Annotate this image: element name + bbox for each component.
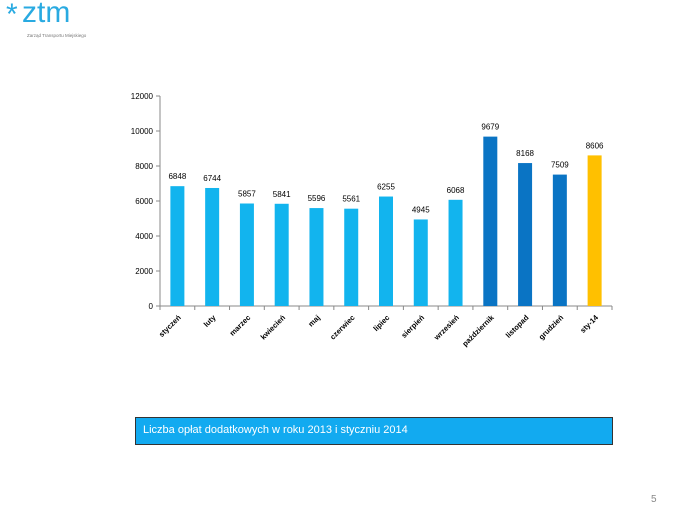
y-tick-label: 0 — [149, 302, 154, 311]
data-label: 6255 — [377, 183, 395, 192]
bar-październik — [483, 136, 498, 306]
bar-maj — [309, 208, 324, 306]
bar-marzec — [239, 203, 254, 306]
x-tick-label: wrzesień — [431, 313, 461, 343]
bar-czerwiec — [344, 208, 359, 306]
bar-luty — [205, 187, 220, 306]
x-tick-label: luty — [202, 312, 218, 328]
data-label: 5561 — [342, 195, 360, 204]
x-tick-label: styczeń — [157, 313, 183, 339]
data-label: 8168 — [516, 149, 534, 158]
data-label: 8606 — [586, 141, 604, 150]
data-label: 6848 — [168, 172, 186, 181]
x-tick-label: marzec — [228, 313, 253, 338]
page-number: 5 — [651, 494, 657, 505]
x-tick-label: październik — [460, 312, 496, 348]
y-tick-label: 10000 — [131, 127, 154, 136]
bar-listopad — [518, 163, 533, 306]
data-label: 7509 — [551, 161, 569, 170]
x-tick-label: sty-14 — [578, 312, 600, 334]
y-tick-label: 12000 — [131, 92, 154, 101]
x-tick-label: czerwiec — [328, 313, 356, 341]
data-label: 6068 — [447, 186, 465, 195]
x-tick-label: lipiec — [371, 313, 391, 333]
logo-name: ztm — [22, 0, 71, 29]
y-tick-label: 2000 — [135, 267, 153, 276]
data-label: 4945 — [412, 205, 430, 214]
bar-sierpień — [413, 219, 428, 306]
y-tick-label: 8000 — [135, 162, 153, 171]
x-tick-label: listopad — [504, 313, 531, 340]
logo-star: * — [6, 0, 18, 31]
x-tick-label: maj — [306, 313, 322, 329]
y-tick-label: 4000 — [135, 232, 153, 241]
x-tick-label: sierpień — [399, 313, 426, 340]
logo-subtitle: Zarząd Transportu Miejskiego — [27, 33, 87, 38]
data-label: 6744 — [203, 174, 221, 183]
bar-wrzesień — [448, 199, 463, 306]
bar-sty-14 — [587, 155, 602, 306]
bar-kwiecień — [274, 203, 289, 306]
data-label: 5841 — [273, 190, 291, 199]
chart-caption: Liczba opłat dodatkowych w roku 2013 i s… — [135, 417, 613, 445]
y-tick-label: 6000 — [135, 197, 153, 206]
data-label: 9679 — [481, 123, 499, 132]
x-tick-label: kwiecień — [259, 313, 288, 342]
x-tick-label: grudzień — [537, 313, 566, 342]
data-label: 5857 — [238, 190, 256, 199]
bar-grudzień — [552, 174, 567, 306]
ztm-logo: * ztm Zarząd Transportu Miejskiego — [4, 0, 114, 45]
bar-styczeń — [170, 186, 185, 306]
data-label: 5596 — [308, 194, 326, 203]
bar-lipiec — [379, 196, 393, 306]
